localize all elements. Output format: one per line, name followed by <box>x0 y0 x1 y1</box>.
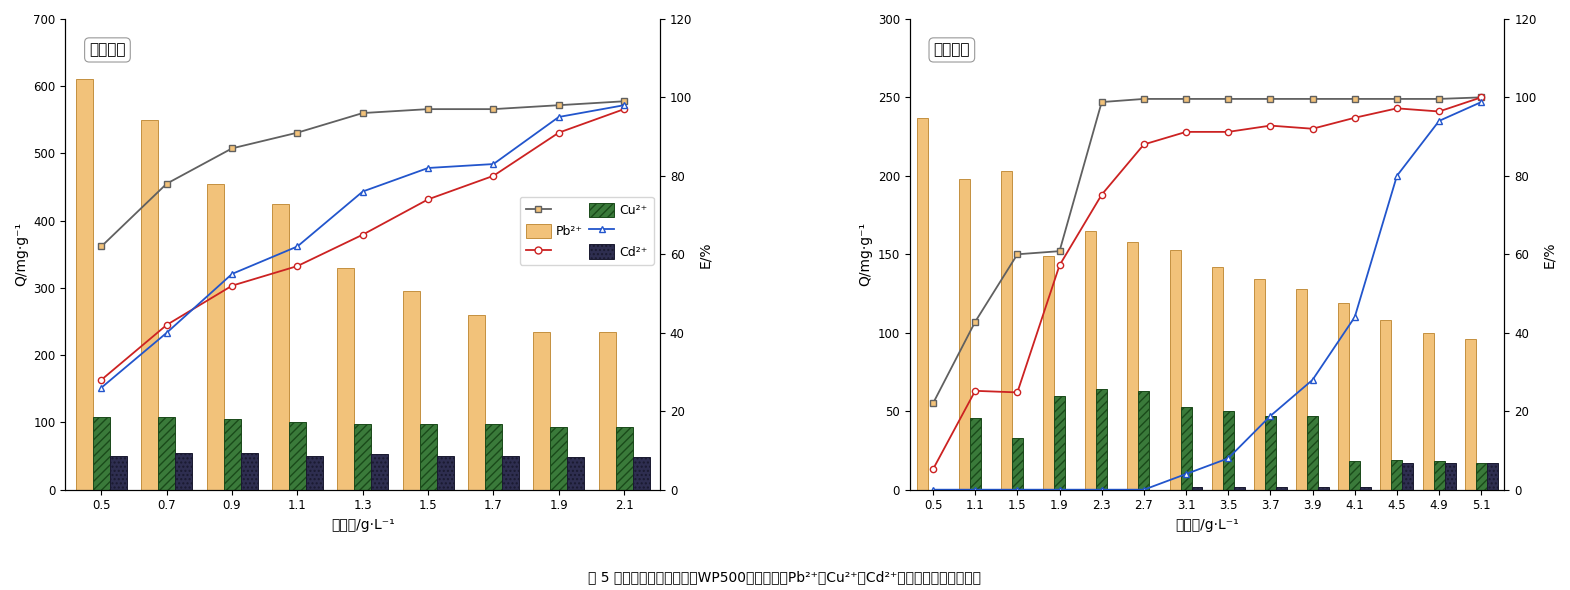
Bar <box>1265 416 1276 490</box>
Bar <box>355 424 371 490</box>
Y-axis label: E/%: E/% <box>1542 241 1556 267</box>
Bar <box>1212 267 1223 490</box>
Bar <box>1096 389 1107 490</box>
Bar <box>1127 242 1138 490</box>
Bar <box>289 422 306 490</box>
Bar <box>1234 487 1245 490</box>
Bar <box>1465 339 1476 490</box>
Bar <box>502 456 520 490</box>
X-axis label: 投加量/g·L⁻¹: 投加量/g·L⁻¹ <box>1176 518 1239 532</box>
Bar <box>959 179 970 490</box>
Bar <box>272 204 289 490</box>
Bar <box>1487 463 1498 490</box>
Bar <box>633 457 650 490</box>
Bar <box>1181 407 1192 490</box>
Bar <box>338 268 355 490</box>
Bar <box>567 457 584 490</box>
Text: 复合体系: 复合体系 <box>934 42 970 57</box>
Bar <box>550 427 567 490</box>
Bar <box>1308 416 1319 490</box>
Bar <box>1422 333 1433 490</box>
Bar <box>419 424 436 490</box>
Bar <box>1192 487 1203 490</box>
Bar <box>1223 411 1234 490</box>
Bar <box>1444 463 1455 490</box>
Legend: , Pb²⁺, , Cu²⁺, , Cd²⁺: , Pb²⁺, , Cu²⁺, , Cd²⁺ <box>520 196 653 265</box>
Bar <box>598 332 615 490</box>
Bar <box>485 424 502 490</box>
Bar <box>1349 461 1360 490</box>
Bar <box>534 332 550 490</box>
Bar <box>1402 463 1413 490</box>
Bar <box>371 454 388 490</box>
Bar <box>402 291 419 490</box>
Bar <box>75 80 93 490</box>
Bar <box>1391 460 1402 490</box>
X-axis label: 投加量/g·L⁻¹: 投加量/g·L⁻¹ <box>331 518 394 532</box>
Bar <box>1254 280 1265 490</box>
Text: 单一体系: 单一体系 <box>89 42 126 57</box>
Bar <box>93 417 110 490</box>
Bar <box>1042 256 1053 490</box>
Bar <box>1013 438 1022 490</box>
Bar <box>1053 395 1064 490</box>
Bar <box>1085 231 1096 490</box>
Y-axis label: E/%: E/% <box>697 241 711 267</box>
Bar <box>1380 320 1391 490</box>
Bar <box>141 120 159 490</box>
Bar <box>1338 303 1349 490</box>
Bar <box>176 453 192 490</box>
Bar <box>970 418 981 490</box>
Bar <box>110 456 127 490</box>
Bar <box>1138 391 1149 490</box>
Bar <box>1276 487 1287 490</box>
Bar <box>1002 171 1013 490</box>
Bar <box>917 118 928 490</box>
Text: 图 5 单一和复合污染体系中WP500的投加量对Pb²⁺、Cu²⁺和Cd²⁺吸附量和去除率的影响: 图 5 单一和复合污染体系中WP500的投加量对Pb²⁺、Cu²⁺和Cd²⁺吸附… <box>589 570 981 584</box>
Bar <box>207 183 223 490</box>
Bar <box>240 453 257 490</box>
Bar <box>1476 463 1487 490</box>
Bar <box>306 456 323 490</box>
Bar <box>159 417 176 490</box>
Bar <box>223 419 240 490</box>
Bar <box>1433 461 1444 490</box>
Bar <box>1319 487 1330 490</box>
Bar <box>468 315 485 490</box>
Y-axis label: Q/mg·g⁻¹: Q/mg·g⁻¹ <box>859 222 873 286</box>
Bar <box>1297 289 1308 490</box>
Bar <box>615 427 633 490</box>
Y-axis label: Q/mg·g⁻¹: Q/mg·g⁻¹ <box>14 222 28 286</box>
Bar <box>1360 487 1371 490</box>
Bar <box>1170 250 1181 490</box>
Bar <box>436 456 454 490</box>
